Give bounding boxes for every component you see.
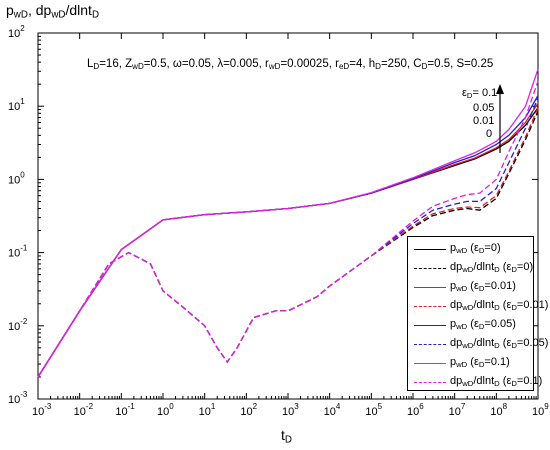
legend-label: pwD (εD=0.01) [450, 280, 516, 293]
legend-line-swatch [414, 268, 446, 269]
param-segment: =0.5, ω=0.05, λ=0.005, r [143, 58, 269, 70]
legend-label: dpwD/dlntD (εD=0.01) [450, 299, 549, 312]
x-tick-label: 102 [240, 402, 257, 418]
x-tick-label: 108 [490, 402, 507, 418]
param-segment: L [87, 58, 94, 70]
legend-label: pwD (εD=0.1) [450, 356, 510, 369]
x-tick-label: 103 [282, 402, 299, 418]
y-tick-label: 102 [8, 24, 25, 40]
series-layer [37, 68, 539, 378]
param-segment: =4, h [349, 58, 376, 70]
epsilon-label-0.05: 0.05 [473, 102, 495, 114]
param-segment: =16, Z [99, 58, 133, 70]
y-tick-label: 100 [8, 170, 25, 186]
x-tick-label: 105 [365, 402, 382, 418]
axis-ticks [37, 32, 539, 400]
legend-line-swatch [414, 363, 446, 364]
x-axis-title: tD [281, 427, 292, 446]
legend-line-swatch [414, 325, 446, 326]
y-axis-title: pwD, dpwD/dlntD [6, 2, 100, 21]
param-segment: =250, C [380, 58, 422, 70]
legend-label: dpwD/dlntD (εD=0) [450, 261, 534, 274]
legend-item: pwD (εD=0) [408, 241, 533, 260]
legend-item: dpwD/dlntD (εD=0) [408, 260, 533, 279]
legend: pwD (εD=0) dpwD/dlntD (εD=0) pwD (εD=0.01)… [407, 236, 548, 393]
legend-item: pwD (εD=0.1) [408, 355, 533, 374]
param-segment: D [375, 62, 381, 71]
legend-item: dpwD/dlntD (εD=0.05) [408, 336, 548, 355]
legend-item: pwD (εD=0.01) [408, 279, 533, 298]
epsilon-arrow [496, 84, 504, 153]
legend-line-swatch [414, 249, 446, 250]
series-line-7 [37, 80, 539, 378]
legend-item: dpwD/dlntD (εD=0.01) [408, 298, 548, 317]
param-segment: eD [338, 62, 350, 71]
x-tick-label: 10-2 [74, 402, 94, 418]
y-tick-label: 101 [8, 97, 25, 113]
legend-label: dpwD/dlntD (εD=0.05) [450, 337, 549, 350]
x-tick-label: 100 [157, 402, 174, 418]
series-line-6 [37, 68, 539, 378]
x-tick-label: 10-3 [32, 402, 52, 418]
legend-label: pwD (εD=0.05) [450, 318, 516, 331]
legend-label: pwD (εD=0) [450, 242, 501, 255]
param-segment: wD [268, 62, 281, 71]
param-segment: D [93, 62, 100, 71]
x-tick-label: 109 [532, 402, 549, 418]
legend-line-swatch [414, 344, 446, 345]
param-segment: wD [132, 62, 144, 71]
epsilon-label-0: 0 [486, 128, 493, 140]
epsilon-title: εD= 0.1 [462, 87, 498, 100]
y-tick-label: 10-1 [8, 244, 28, 260]
epsilon-arrow-head [496, 84, 504, 94]
x-tick-label: 107 [449, 402, 466, 418]
x-tick-label: 101 [199, 402, 216, 418]
legend-item: pwD (εD=0.05) [408, 317, 533, 336]
y-tick-label: 10-2 [8, 317, 28, 333]
legend-line-swatch [414, 306, 446, 307]
x-tick-label: 106 [407, 402, 424, 418]
x-tick-label: 10-1 [115, 402, 135, 418]
legend-line-swatch [414, 382, 446, 383]
epsilon-label-0.01: 0.01 [473, 115, 495, 127]
x-tick-label: 104 [324, 402, 341, 418]
param-segment: =0.5, S=0.25 [427, 58, 494, 70]
param-segment: D [421, 62, 428, 71]
legend-label: dpwD/dlntD (εD=0.1) [450, 375, 543, 388]
legend-line-swatch [414, 287, 446, 288]
legend-item: dpwD/dlntD (εD=0.1) [408, 374, 542, 393]
param-segment: =0.00025, r [280, 58, 339, 70]
parameter-annotation: LD=16, ZwD=0.5, ω=0.05, λ=0.005, rwD=0.0… [87, 58, 493, 71]
y-tick-label: 10-3 [8, 390, 28, 406]
